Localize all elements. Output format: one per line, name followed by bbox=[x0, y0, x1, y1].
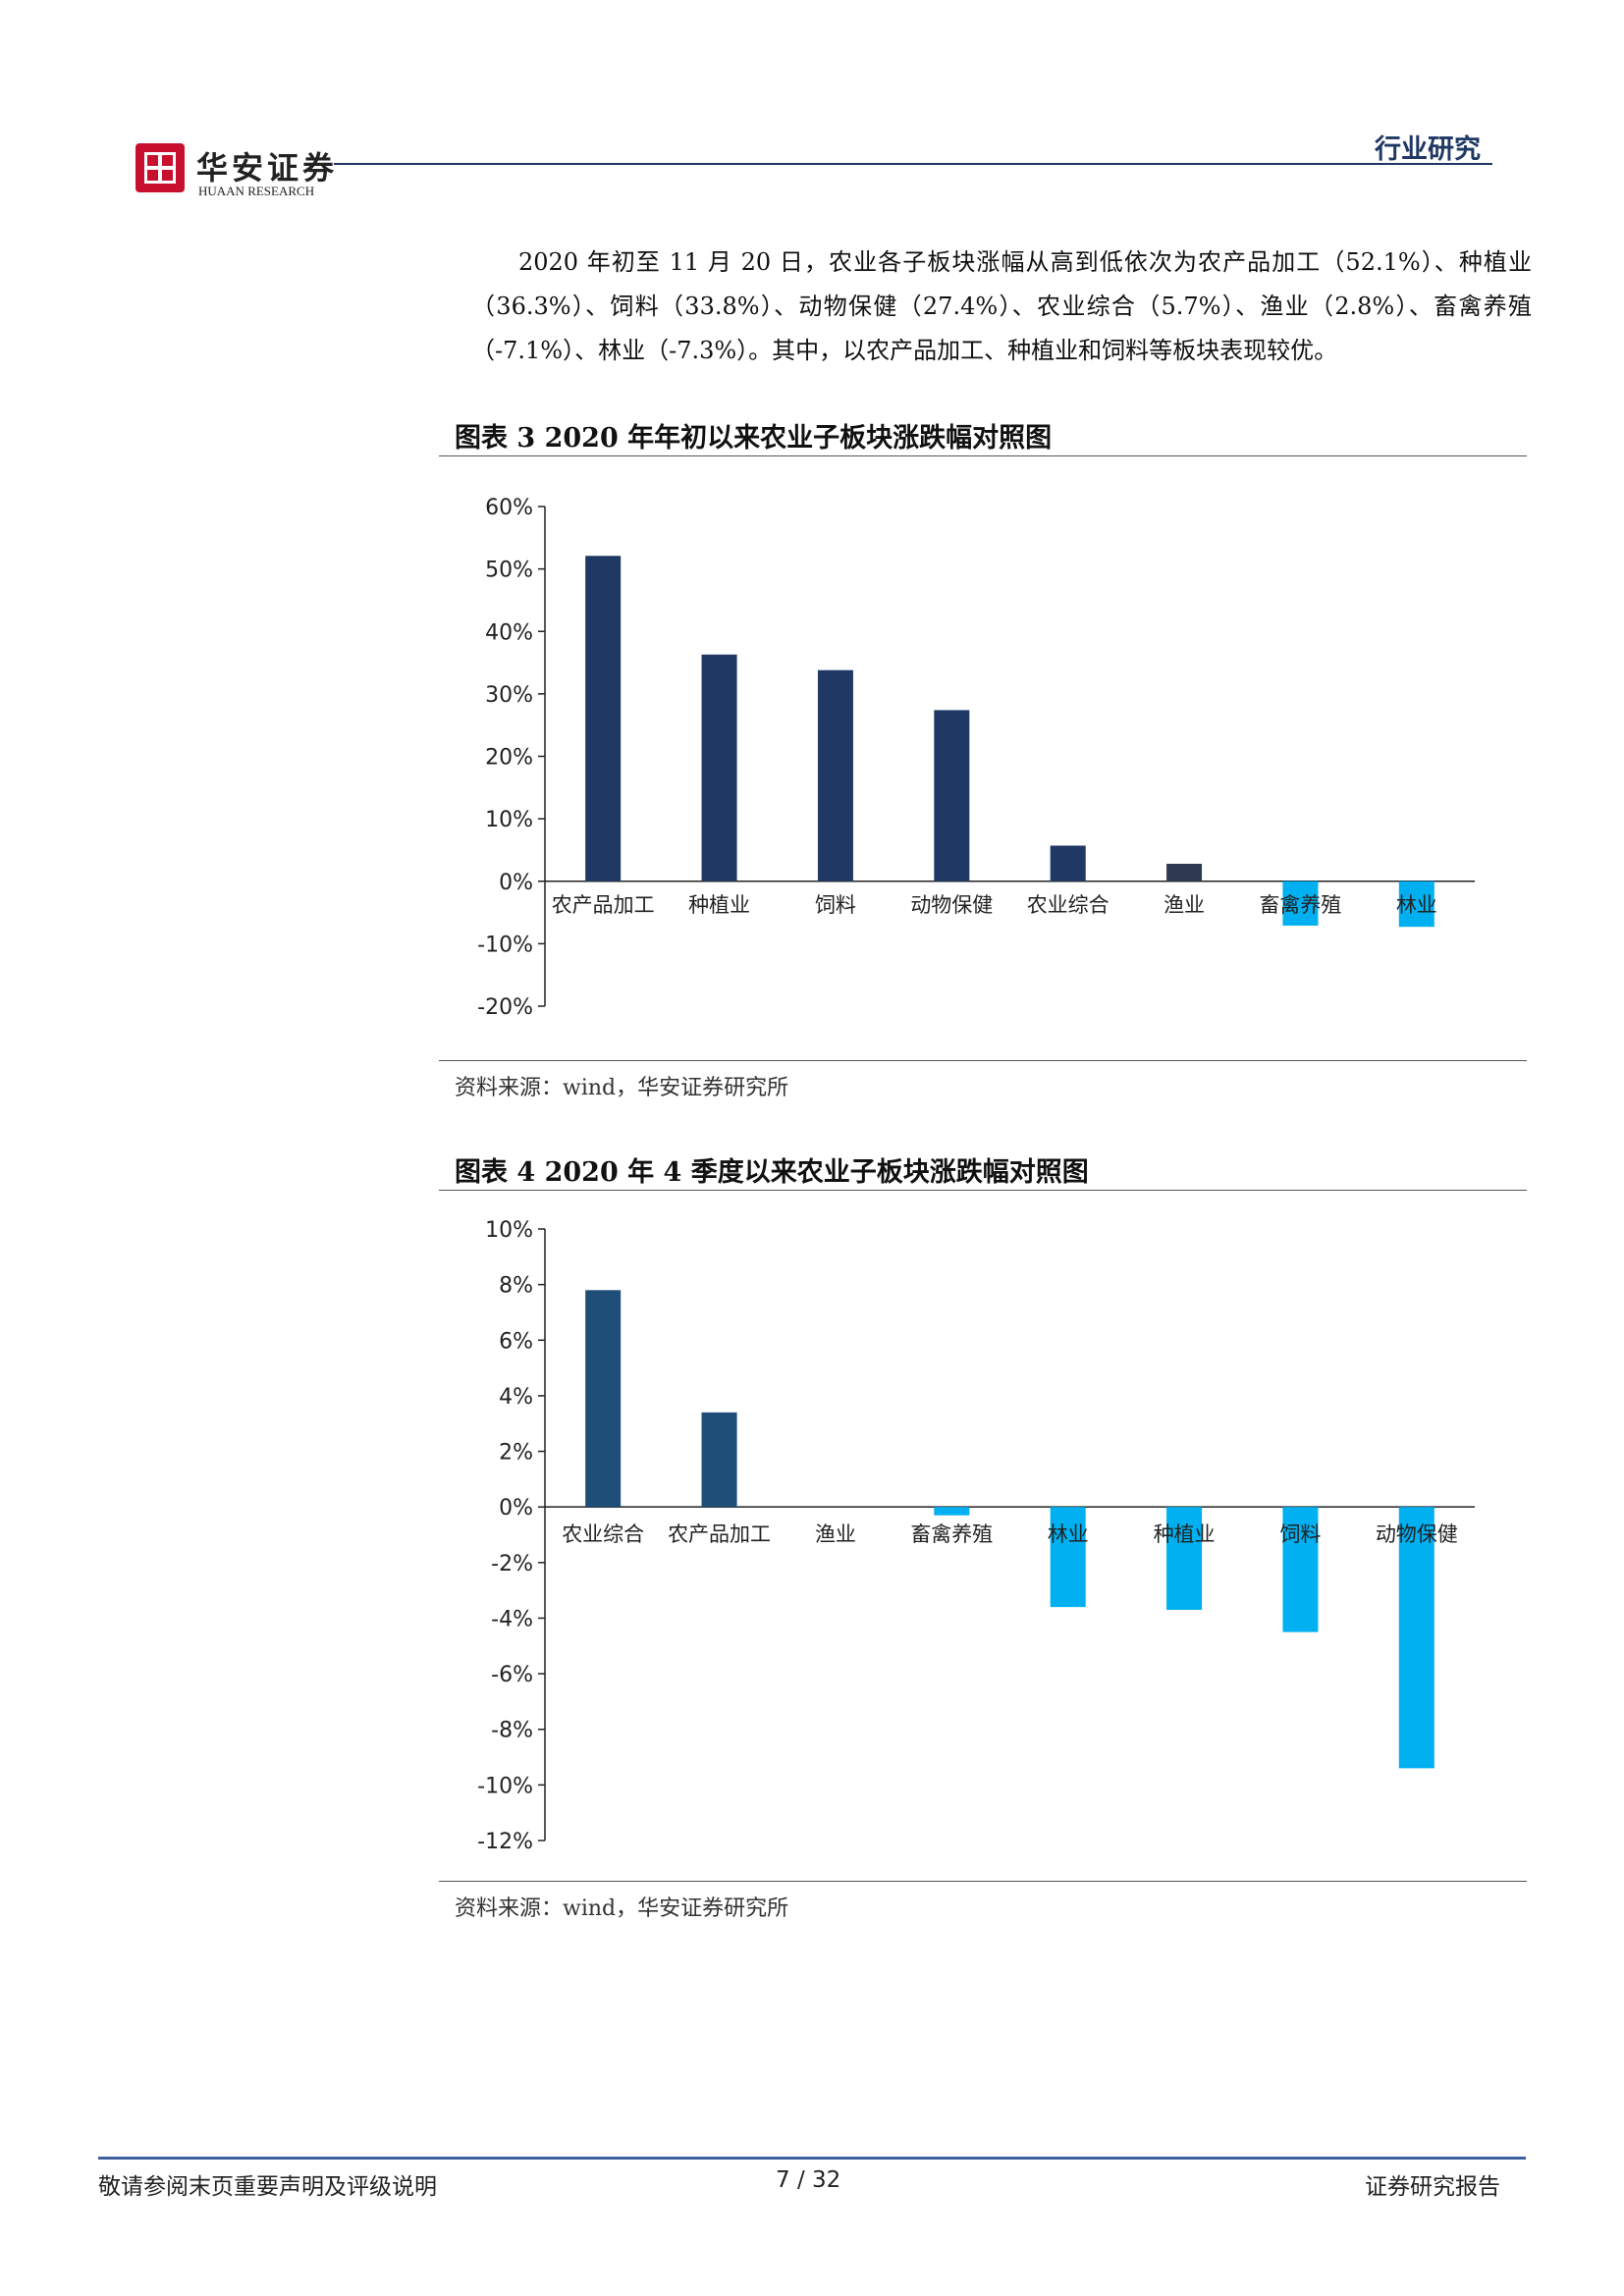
figure4-title: 图表 4 2020 年 4 季度以来农业子板块涨跌幅对照图 bbox=[455, 1157, 1089, 1188]
chart1-ytick-label: 0% bbox=[499, 871, 533, 895]
chart2-ytick-label: -8% bbox=[491, 1719, 533, 1743]
chart2-category-label: 渔业 bbox=[815, 1522, 856, 1546]
figure3-chart: 60% 50% 40% 30% 20% 10% 0% -10% -20% 农产品加工 种植业 饲料 动物… bbox=[477, 496, 1475, 1020]
brand-subtitle: HUAAN RESEARCH bbox=[198, 184, 315, 198]
section-label: 行业研究 bbox=[1375, 134, 1481, 165]
chart1-bar bbox=[585, 556, 622, 881]
chart2-ytick-label: -10% bbox=[477, 1774, 533, 1798]
header-divider bbox=[334, 163, 1492, 165]
chart1-bar bbox=[817, 669, 853, 881]
footer-divider bbox=[98, 2157, 1526, 2160]
chart2-ytick-label: -4% bbox=[491, 1607, 533, 1631]
chart2-category-label: 畜禽养殖 bbox=[910, 1522, 993, 1546]
chart1-ytick-label: -20% bbox=[477, 995, 533, 1020]
chart2-ytick-label: 4% bbox=[499, 1385, 533, 1410]
chart2-category-label: 农产品加工 bbox=[668, 1522, 771, 1546]
page-number: 7 / 32 bbox=[776, 2167, 841, 2193]
chart2-bar bbox=[1166, 1507, 1203, 1610]
chart2-ytick-label: 8% bbox=[499, 1274, 533, 1299]
figure3-source: 资料来源：wind，华安证券研究所 bbox=[455, 1076, 789, 1100]
chart2-ytick-label: -12% bbox=[477, 1830, 533, 1854]
footer-disclaimer: 敬请参阅末页重要声明及评级说明 bbox=[98, 2174, 437, 2200]
figure4-source: 资料来源：wind，华安证券研究所 bbox=[455, 1896, 789, 1921]
figure4-top-rule bbox=[439, 1190, 1527, 1191]
brand-logo-icon bbox=[135, 143, 185, 192]
chart2-category-label: 林业 bbox=[1048, 1522, 1089, 1546]
chart1-bar bbox=[1166, 863, 1203, 881]
chart1-category-label: 饲料 bbox=[815, 893, 856, 917]
chart1-bar bbox=[1050, 845, 1086, 881]
chart2-category-label: 种植业 bbox=[1154, 1522, 1216, 1546]
figure3-top-rule bbox=[439, 455, 1527, 456]
chart1-category-label: 动物保健 bbox=[910, 893, 993, 917]
chart1-ytick-label: 10% bbox=[485, 808, 533, 832]
chart2-bar bbox=[1398, 1507, 1435, 1769]
chart2-ytick-label: 2% bbox=[499, 1441, 533, 1466]
chart1-ytick-label: 60% bbox=[485, 496, 533, 520]
chart1-category-label: 农产品加工 bbox=[552, 893, 655, 917]
chart2-bar bbox=[701, 1412, 737, 1508]
chart2-category-label: 农业综合 bbox=[562, 1522, 644, 1546]
brand-name: 华安证券 bbox=[196, 149, 339, 187]
body-paragraph: 2020 年初至 11 月 20 日，农业各子板块涨幅从高到低依次为农产品加工（… bbox=[471, 248, 1532, 364]
chart1-ytick-label: -10% bbox=[477, 933, 533, 957]
chart2-bar bbox=[1050, 1507, 1086, 1608]
chart2-bar bbox=[585, 1290, 622, 1508]
chart2-ytick-label: -6% bbox=[491, 1663, 533, 1687]
figure3-bottom-rule bbox=[439, 1060, 1527, 1061]
figure4-bottom-rule bbox=[439, 1881, 1527, 1882]
chart2-category-label: 饲料 bbox=[1279, 1522, 1321, 1546]
figure3-title: 图表 3 2020 年年初以来农业子板块涨跌幅对照图 bbox=[455, 423, 1053, 454]
chart1-ytick-label: 40% bbox=[485, 620, 533, 645]
chart2-ytick-label: 6% bbox=[499, 1329, 533, 1354]
figure4-chart: 10% 8% 6% 4% 2% 0% -2% -4% -6% -8% -10% -12% 农业综合 农产品… bbox=[477, 1218, 1475, 1854]
chart2-bar bbox=[1282, 1507, 1319, 1632]
chart1-category-label: 林业 bbox=[1396, 893, 1437, 917]
chart2-ytick-label: -2% bbox=[491, 1552, 533, 1576]
chart1-bar bbox=[934, 710, 970, 881]
chart1-category-label: 畜禽养殖 bbox=[1259, 893, 1341, 917]
chart1-category-label: 种植业 bbox=[688, 893, 750, 917]
chart1-ytick-label: 30% bbox=[485, 683, 533, 708]
chart1-category-label: 农业综合 bbox=[1027, 893, 1110, 917]
chart1-bar bbox=[701, 654, 737, 881]
chart2-ytick-label: 10% bbox=[485, 1218, 533, 1243]
footer-report-type: 证券研究报告 bbox=[1365, 2174, 1500, 2200]
chart2-category-label: 动物保健 bbox=[1376, 1522, 1458, 1546]
chart2-ytick-label: 0% bbox=[499, 1496, 533, 1521]
chart1-category-label: 渔业 bbox=[1164, 893, 1205, 917]
chart2-bar bbox=[934, 1507, 970, 1516]
chart1-ytick-label: 50% bbox=[485, 559, 533, 583]
chart1-ytick-label: 20% bbox=[485, 746, 533, 771]
chart1-bar bbox=[1282, 881, 1319, 926]
chart1-bar bbox=[1398, 881, 1435, 928]
